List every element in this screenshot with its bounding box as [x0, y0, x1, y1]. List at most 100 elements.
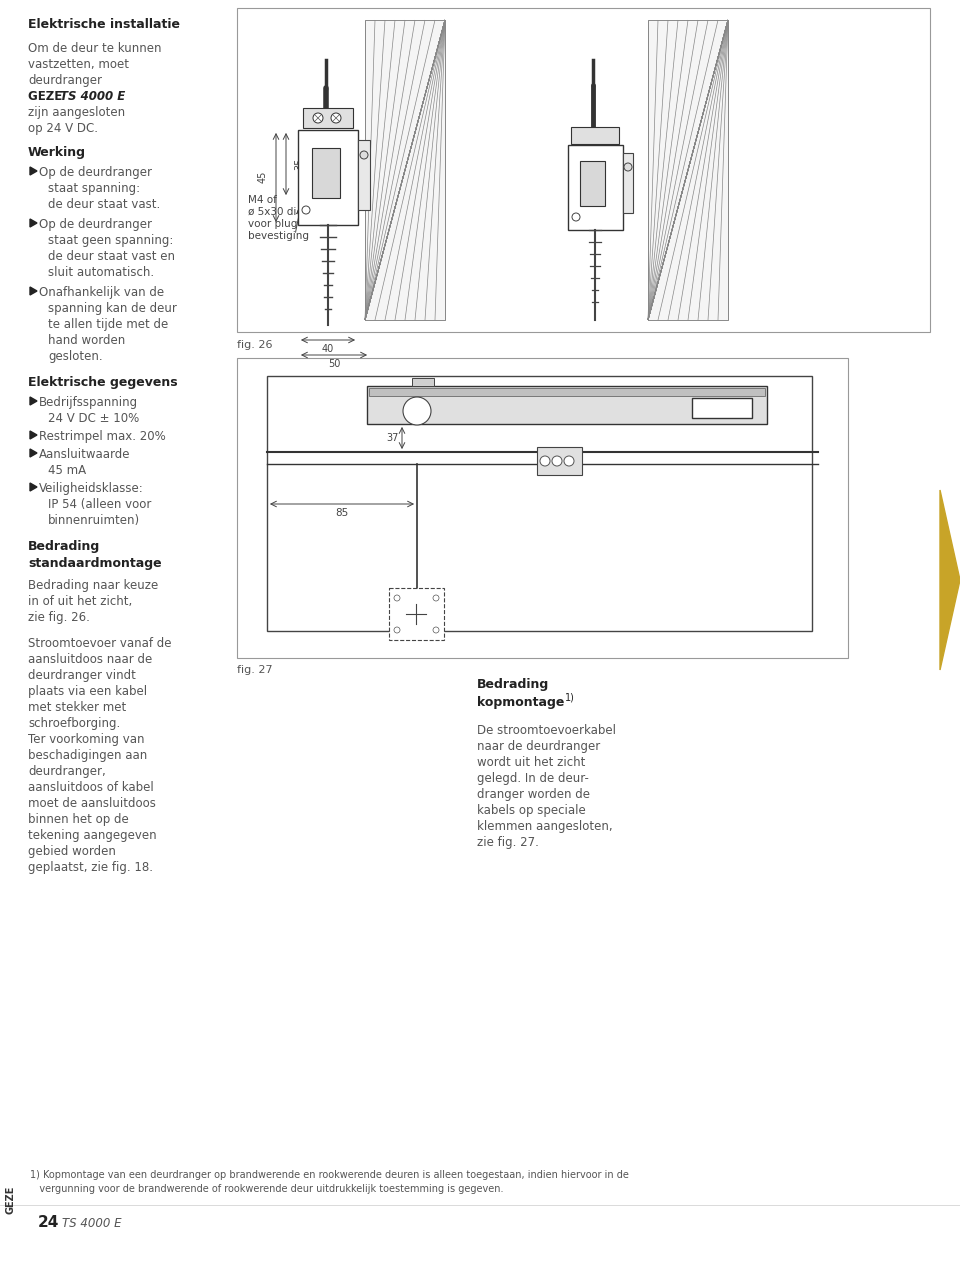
- Circle shape: [313, 113, 323, 123]
- Bar: [298, 130, 358, 225]
- Polygon shape: [30, 397, 37, 404]
- Text: beschadigingen aan: beschadigingen aan: [28, 749, 147, 762]
- Text: klemmen aangesloten,: klemmen aangesloten,: [477, 820, 612, 833]
- Text: 24 V DC ± 10%: 24 V DC ± 10%: [48, 412, 139, 425]
- Circle shape: [433, 627, 439, 633]
- Text: gelegd. In de deur-: gelegd. In de deur-: [477, 772, 588, 785]
- Text: de deur staat vast.: de deur staat vast.: [48, 198, 160, 211]
- Text: binnen het op de: binnen het op de: [28, 813, 129, 826]
- Text: voor plug-: voor plug-: [248, 219, 301, 229]
- Circle shape: [540, 455, 550, 466]
- Text: in of uit het zicht,: in of uit het zicht,: [28, 595, 132, 608]
- Text: Om de deur te kunnen: Om de deur te kunnen: [28, 42, 161, 55]
- Text: te allen tijde met de: te allen tijde met de: [48, 318, 168, 331]
- Text: M4 of: M4 of: [248, 195, 276, 205]
- Text: 45: 45: [258, 170, 268, 183]
- Text: 85: 85: [335, 508, 348, 518]
- Polygon shape: [940, 490, 960, 670]
- Text: 35: 35: [294, 158, 304, 170]
- Polygon shape: [30, 449, 37, 457]
- Text: Ter voorkoming van: Ter voorkoming van: [28, 733, 145, 745]
- Text: 40: 40: [322, 343, 334, 354]
- Bar: [367, 385, 767, 424]
- Text: deurdranger vindt: deurdranger vindt: [28, 669, 136, 682]
- Text: Restrimpel max. 20%: Restrimpel max. 20%: [39, 430, 166, 443]
- Text: plaats via een kabel: plaats via een kabel: [28, 686, 147, 698]
- Text: spanning kan de deur: spanning kan de deur: [48, 301, 177, 315]
- Text: bevestiging: bevestiging: [248, 232, 309, 240]
- Text: TS 4000 E: TS 4000 E: [60, 90, 125, 103]
- Bar: [648, 20, 728, 321]
- Text: standaardmontage: standaardmontage: [28, 557, 161, 570]
- Text: Bedrading: Bedrading: [477, 678, 549, 691]
- Circle shape: [552, 455, 562, 466]
- Text: kabels op speciale: kabels op speciale: [477, 804, 586, 817]
- Text: hand worden: hand worden: [48, 335, 125, 347]
- Bar: [237, 8, 930, 332]
- Polygon shape: [30, 431, 37, 439]
- Text: TS 4000 E: TS 4000 E: [62, 1217, 122, 1230]
- Text: Bedrading naar keuze: Bedrading naar keuze: [28, 579, 158, 591]
- Text: Aansluitwaarde: Aansluitwaarde: [39, 448, 131, 460]
- Polygon shape: [30, 167, 37, 176]
- Text: deurdranger: deurdranger: [28, 74, 102, 86]
- Text: ø 20: ø 20: [435, 404, 458, 415]
- Text: de deur staat vast en: de deur staat vast en: [48, 251, 175, 263]
- Text: deurdranger,: deurdranger,: [28, 764, 106, 778]
- Text: staat spanning:: staat spanning:: [48, 182, 140, 195]
- Text: 37: 37: [387, 432, 399, 443]
- Text: fig. 26: fig. 26: [237, 340, 273, 350]
- Text: De stroomtoevoerkabel: De stroomtoevoerkabel: [477, 724, 616, 736]
- Text: 50: 50: [327, 359, 340, 369]
- Text: 1) Kopmontage van een deurdranger op brandwerende en rookwerende deuren is allee: 1) Kopmontage van een deurdranger op bra…: [30, 1170, 629, 1180]
- Polygon shape: [30, 287, 37, 295]
- Circle shape: [572, 212, 580, 221]
- Circle shape: [331, 113, 341, 123]
- Text: 1): 1): [565, 692, 575, 702]
- Text: Elektrische gegevens: Elektrische gegevens: [28, 377, 178, 389]
- Bar: [692, 398, 752, 418]
- Text: GEZE: GEZE: [5, 1186, 15, 1215]
- Bar: [303, 108, 353, 128]
- Text: Werking: Werking: [28, 146, 86, 159]
- Text: Bedrijfsspanning: Bedrijfsspanning: [39, 396, 138, 410]
- Text: Onafhankelijk van de: Onafhankelijk van de: [39, 286, 164, 299]
- Bar: [537, 446, 582, 474]
- Bar: [358, 140, 370, 210]
- Circle shape: [624, 163, 632, 170]
- Text: Bedrading: Bedrading: [28, 541, 100, 553]
- Circle shape: [433, 595, 439, 600]
- Text: op 24 V DC.: op 24 V DC.: [28, 122, 98, 135]
- Bar: [580, 162, 605, 206]
- Circle shape: [302, 206, 310, 214]
- Text: 45 mA: 45 mA: [48, 464, 86, 477]
- Text: schroefborging.: schroefborging.: [28, 717, 120, 730]
- Text: 24: 24: [38, 1215, 60, 1230]
- Text: zie fig. 26.: zie fig. 26.: [28, 611, 90, 625]
- Text: aansluitdoos of kabel: aansluitdoos of kabel: [28, 781, 154, 794]
- Text: fig. 27: fig. 27: [237, 665, 273, 675]
- Circle shape: [564, 455, 574, 466]
- Bar: [389, 588, 444, 640]
- Polygon shape: [30, 219, 37, 226]
- Text: binnenruimten): binnenruimten): [48, 514, 140, 527]
- Text: zijn aangesloten: zijn aangesloten: [28, 106, 125, 120]
- Text: staat geen spanning:: staat geen spanning:: [48, 234, 174, 247]
- Text: zie fig. 27.: zie fig. 27.: [477, 836, 539, 848]
- Text: naar de deurdranger: naar de deurdranger: [477, 740, 600, 753]
- Bar: [568, 145, 623, 230]
- Text: sluit automatisch.: sluit automatisch.: [48, 266, 155, 279]
- Text: IP 54 (alleen voor: IP 54 (alleen voor: [48, 499, 152, 511]
- Bar: [571, 127, 619, 144]
- Text: Veiligheidsklasse:: Veiligheidsklasse:: [39, 482, 144, 495]
- Text: vastzetten, moet: vastzetten, moet: [28, 59, 129, 71]
- Bar: [369, 388, 765, 396]
- Bar: [237, 357, 848, 658]
- Bar: [365, 20, 445, 321]
- Text: ø 5x30 diep: ø 5x30 diep: [248, 207, 309, 218]
- Text: aansluitdoos naar de: aansluitdoos naar de: [28, 653, 153, 667]
- Bar: [412, 378, 434, 385]
- Text: moet de aansluitdoos: moet de aansluitdoos: [28, 798, 156, 810]
- Text: met stekker met: met stekker met: [28, 701, 127, 714]
- Text: kopmontage: kopmontage: [477, 696, 564, 709]
